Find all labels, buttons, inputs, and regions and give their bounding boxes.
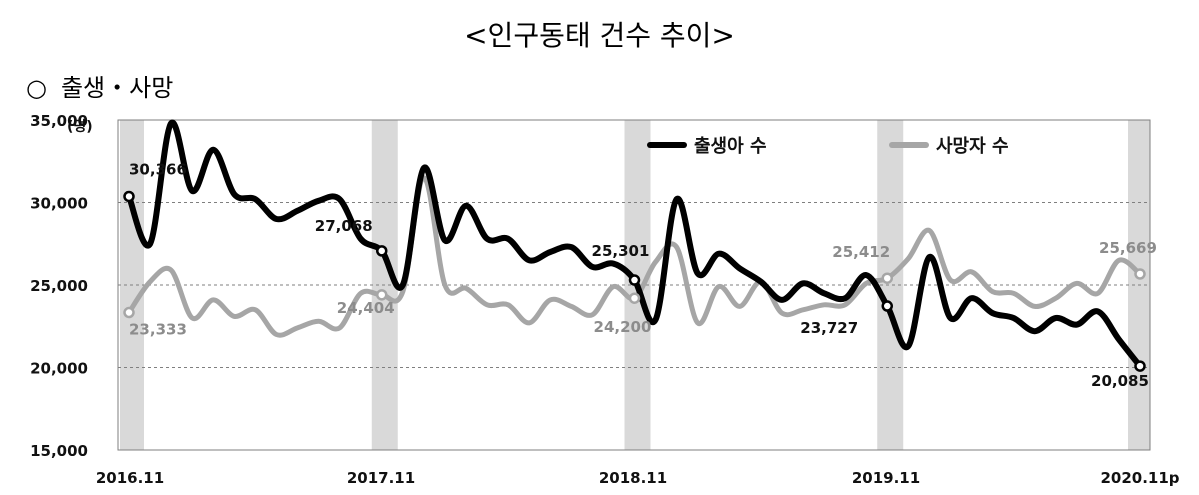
deaths-data-label: 24,404 [337,299,395,317]
births-marker [376,245,388,257]
deaths-marker [376,289,388,301]
births-data-label: 20,085 [1091,372,1149,390]
x-tick-label: 2019.11 [852,469,920,487]
deaths-marker [123,306,135,319]
deaths-data-label: 24,200 [594,318,652,336]
deaths-marker [628,292,641,304]
y-tick-label: 20,000 [30,360,88,378]
circle-bullet-icon: ○ [26,74,47,102]
deaths-data-label: 25,412 [832,243,890,261]
births-marker [1134,360,1146,372]
legend-label-deaths: 사망자 수 [936,136,1009,157]
x-tick-label: 2020.11p [1100,469,1179,487]
deaths-marker [881,272,893,284]
births-data-label: 23,727 [800,319,858,337]
x-tick-label: 2017.11 [347,469,415,487]
section-heading: ○ 출생・사망 [26,68,173,103]
legend-label-births: 출생아 수 [694,136,767,157]
births-data-label: 30,366 [129,160,187,178]
births-marker [628,274,641,286]
y-tick-label: 15,000 [30,442,88,460]
y-tick-label: 25,000 [30,277,88,295]
deaths-marker [1134,268,1146,280]
chart-title: <인구동태 건수 추이> [464,19,735,52]
x-tick-label: 2016.11 [96,469,164,487]
births-data-label: 27,068 [315,217,373,235]
y-tick-label: 35,000 [30,112,88,130]
deaths-data-label: 23,333 [129,321,187,339]
births-data-label: 25,301 [592,242,650,260]
y-tick-label: 30,000 [30,195,88,213]
births-marker [881,300,893,312]
births-marker [123,190,135,203]
plot-frame [117,119,1151,451]
deaths-data-label: 25,669 [1099,239,1157,257]
x-tick-label: 2018.11 [599,469,667,487]
y-axis-unit-label: (명) [67,118,93,135]
section-heading-text: 출생・사망 [60,74,174,102]
